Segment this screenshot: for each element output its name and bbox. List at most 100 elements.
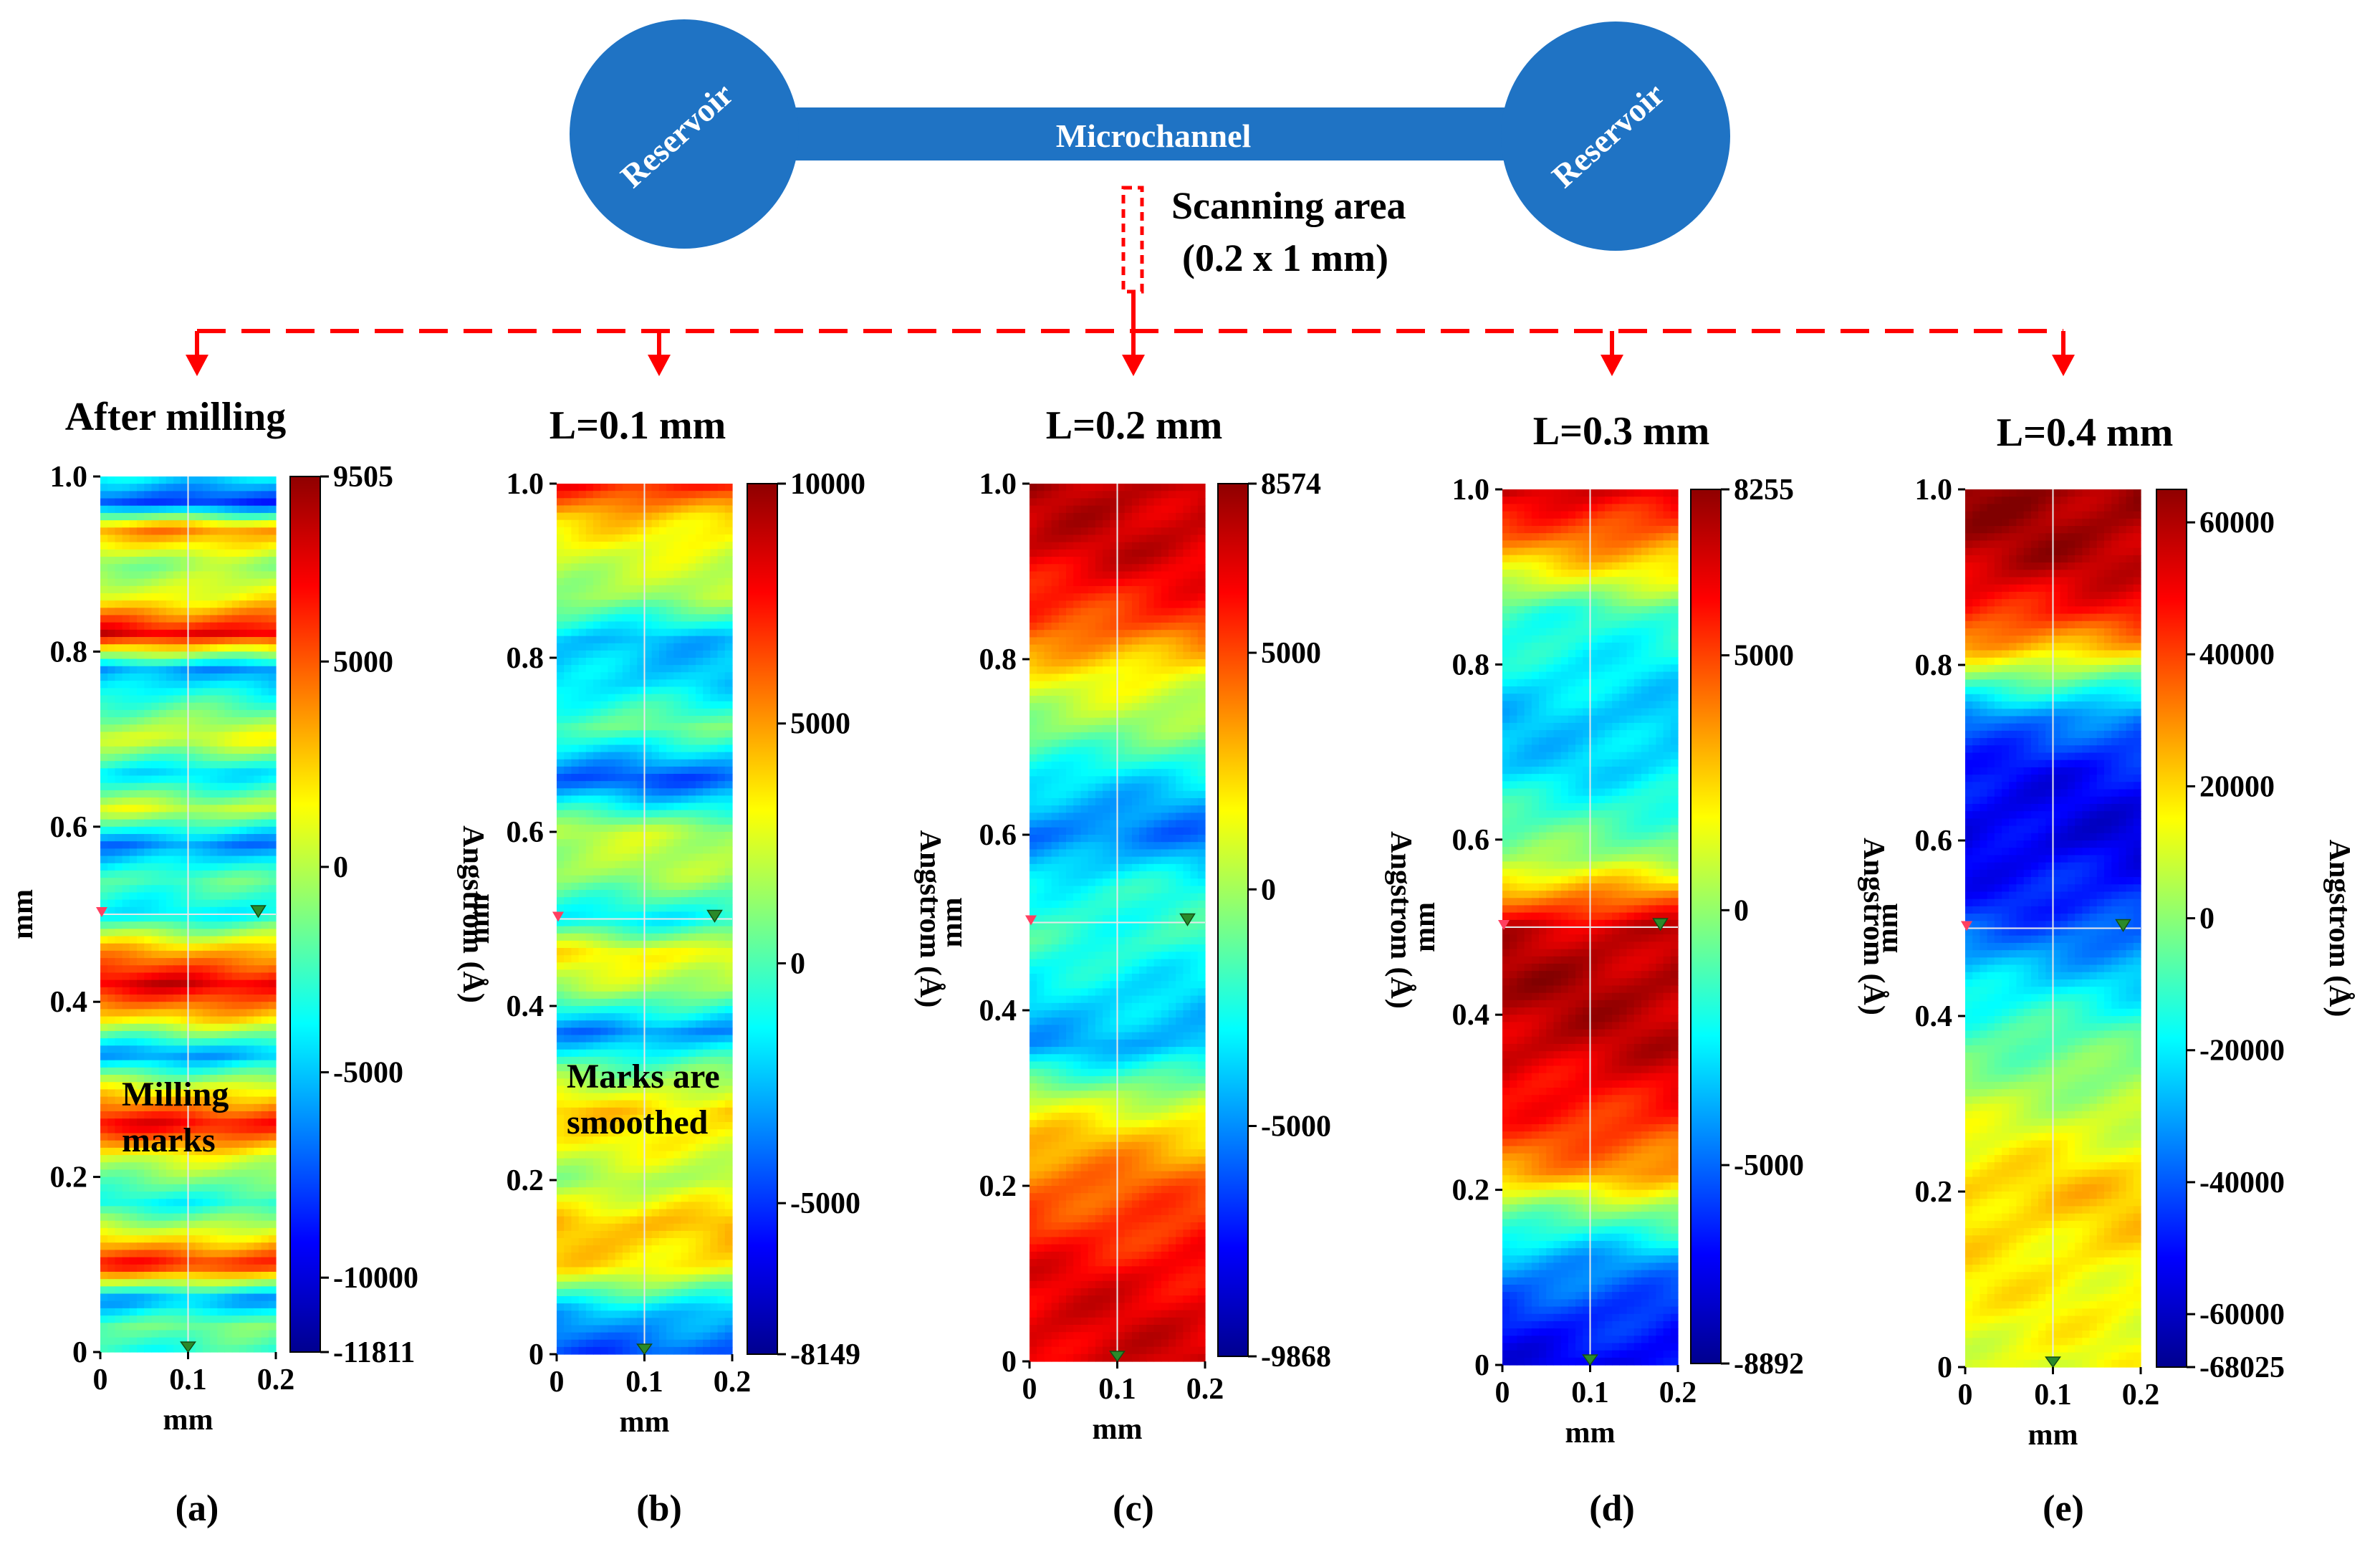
heatmap-cell bbox=[195, 1096, 203, 1105]
heatmap-cell bbox=[254, 995, 262, 1002]
heatmap-cell bbox=[571, 1006, 580, 1014]
heatmap-cell bbox=[217, 498, 226, 507]
heatmap-cell bbox=[231, 666, 240, 674]
heatmap-cell bbox=[557, 614, 565, 622]
heatmap-cell bbox=[195, 958, 203, 966]
heatmap-cell bbox=[254, 1308, 262, 1316]
heatmap-cell bbox=[615, 882, 623, 891]
heatmap-cell bbox=[261, 965, 269, 974]
heatmap-cell bbox=[571, 933, 580, 941]
heatmap-cell bbox=[666, 578, 674, 586]
heatmap-cell bbox=[144, 987, 153, 995]
heatmap-cell bbox=[246, 1227, 254, 1236]
heatmap-cell bbox=[165, 746, 174, 754]
heatmap-cell bbox=[129, 695, 138, 704]
heatmap-cell bbox=[637, 549, 646, 557]
heatmap-cell bbox=[129, 1213, 138, 1222]
heatmap-cell bbox=[158, 622, 167, 631]
arrowhead-3 bbox=[1601, 355, 1623, 376]
heatmap-cell bbox=[224, 1016, 233, 1025]
heatmap-cell bbox=[224, 1030, 233, 1039]
heatmap-cell bbox=[246, 1053, 254, 1061]
heatmap-cell bbox=[630, 679, 638, 688]
heatmap-cell bbox=[173, 1337, 181, 1346]
heatmap-cell bbox=[224, 593, 233, 601]
heatmap-cell bbox=[210, 549, 218, 557]
heatmap-cell bbox=[129, 943, 138, 952]
heatmap-cell bbox=[666, 824, 674, 833]
heatmap-cell bbox=[658, 955, 667, 963]
heatmap-cell bbox=[195, 739, 203, 747]
heatmap-cell bbox=[688, 1027, 696, 1036]
heatmap-cell bbox=[564, 832, 572, 840]
heatmap-cell bbox=[571, 969, 580, 978]
heatmap-cell bbox=[710, 716, 719, 724]
heatmap-cell bbox=[630, 1071, 638, 1079]
heatmap-cell bbox=[703, 628, 711, 637]
heatmap-cell bbox=[593, 730, 601, 738]
y-tick-label: 0.2 bbox=[50, 1161, 88, 1194]
heatmap-cell bbox=[100, 870, 108, 878]
heatmap-cell bbox=[666, 592, 674, 600]
heatmap-cell bbox=[239, 753, 247, 762]
heatmap-cell bbox=[695, 491, 704, 499]
heatmap-cell bbox=[129, 615, 138, 623]
heatmap-cell bbox=[151, 1300, 160, 1309]
heatmap-cell bbox=[107, 1344, 116, 1353]
heatmap-cell bbox=[710, 955, 719, 963]
heatmap-cell bbox=[717, 933, 726, 941]
heatmap-cell bbox=[651, 752, 660, 760]
heatmap-cell bbox=[637, 882, 646, 891]
heatmap-cell bbox=[122, 1227, 130, 1236]
heatmap-cell bbox=[231, 856, 240, 864]
heatmap-cell bbox=[254, 797, 262, 805]
heatmap-cell bbox=[100, 768, 108, 777]
heatmap-cell bbox=[268, 1016, 277, 1025]
heatmap-cell bbox=[630, 846, 638, 854]
heatmap-cell bbox=[129, 476, 138, 484]
heatmap-cell bbox=[658, 832, 667, 840]
heatmap-cell bbox=[724, 1056, 733, 1065]
heatmap-cell bbox=[231, 819, 240, 828]
heatmap-cell bbox=[173, 1126, 181, 1134]
heatmap-cell bbox=[137, 1337, 145, 1346]
heatmap-cell bbox=[181, 505, 189, 514]
heatmap-cell bbox=[246, 819, 254, 828]
heatmap-cell bbox=[202, 797, 211, 805]
heatmap-cell bbox=[144, 797, 153, 805]
heatmap-cell bbox=[195, 965, 203, 974]
heatmap-cell bbox=[268, 600, 277, 608]
heatmap-cell bbox=[710, 621, 719, 630]
heatmap-cell bbox=[608, 600, 616, 608]
heatmap-cell bbox=[195, 608, 203, 616]
heatmap-cell bbox=[202, 1337, 211, 1346]
heatmap-cell bbox=[165, 673, 174, 681]
heatmap-cell bbox=[681, 991, 689, 1000]
heatmap-cell bbox=[202, 899, 211, 908]
heatmap-cell bbox=[115, 658, 123, 667]
heatmap-cell bbox=[717, 484, 726, 492]
heatmap-cell bbox=[571, 1056, 580, 1065]
heatmap-cell bbox=[217, 585, 226, 594]
heatmap-cell bbox=[644, 853, 653, 862]
heatmap-cell bbox=[571, 737, 580, 746]
heatmap-cell bbox=[151, 790, 160, 798]
heatmap-cell bbox=[666, 534, 674, 542]
heatmap-cell bbox=[188, 1199, 196, 1207]
heatmap-cell bbox=[578, 658, 587, 666]
heatmap-cell bbox=[637, 737, 646, 746]
heatmap-cell bbox=[165, 892, 174, 901]
heatmap-cell bbox=[695, 1020, 704, 1028]
heatmap-cell bbox=[181, 1206, 189, 1214]
heatmap-cell bbox=[688, 542, 696, 550]
heatmap-cell bbox=[608, 1056, 616, 1065]
heatmap-cell bbox=[210, 1053, 218, 1061]
heatmap-cell bbox=[122, 1206, 130, 1214]
heatmap-cell bbox=[107, 644, 116, 652]
heatmap-cell bbox=[202, 1235, 211, 1243]
heatmap-cell bbox=[268, 1038, 277, 1046]
heatmap-cell bbox=[246, 512, 254, 521]
heatmap-cell bbox=[710, 810, 719, 818]
heatmap-cell bbox=[202, 979, 211, 988]
heatmap-cell bbox=[137, 1184, 145, 1192]
